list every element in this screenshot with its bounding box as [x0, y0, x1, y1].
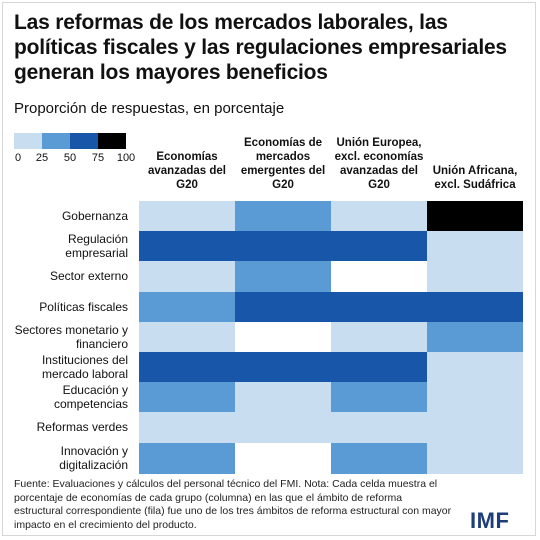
legend-swatch — [14, 133, 42, 149]
row-label: Sector externo — [49, 269, 128, 284]
source-note: Fuente: Evaluaciones y cálculos del pers… — [14, 478, 452, 531]
heatmap-cell — [427, 442, 523, 474]
heatmap-cell — [331, 321, 427, 353]
heatmap-cell — [427, 321, 523, 353]
column-header: Economías avanzadas del G20 — [148, 151, 226, 191]
heatmap-cell — [235, 261, 331, 293]
chart-frame — [2, 2, 536, 536]
column-header: Economías de mercados emergentes del G20 — [240, 137, 326, 191]
heatmap-cell — [139, 412, 235, 444]
color-legend: 0 25 50 75 100 — [14, 133, 144, 167]
row-label: Innovación y digitalización — [59, 443, 128, 472]
heatmap-cell — [139, 442, 235, 474]
heatmap-cell — [235, 442, 331, 474]
heatmap-cell — [235, 231, 331, 263]
heatmap-cell — [331, 231, 427, 263]
heatmap-cell — [139, 201, 235, 232]
heatmap-cell — [235, 382, 331, 414]
row-label: Reformas verdes — [36, 420, 128, 435]
heatmap-cell — [139, 261, 235, 293]
heatmap-cell — [427, 382, 523, 414]
heatmap-cell — [331, 352, 427, 383]
heatmap-cell — [331, 261, 427, 293]
heatmap-cell — [427, 231, 523, 263]
heatmap-cell — [331, 201, 427, 232]
row-label: Gobernanza — [61, 209, 128, 224]
row-label: Políticas fiscales — [39, 299, 128, 314]
heatmap-cell — [139, 291, 235, 323]
heatmap-cell — [331, 382, 427, 414]
heatmap-cell — [427, 261, 523, 293]
legend-ticks: 0 25 50 75 100 — [14, 151, 144, 167]
heatmap-cell — [235, 321, 331, 353]
legend-tick: 75 — [91, 152, 105, 164]
heatmap-cell — [235, 201, 331, 232]
heatmap-cell — [331, 291, 427, 323]
heatmap-cell — [235, 412, 331, 444]
heatmap-cell — [427, 291, 523, 323]
chart-subtitle: Proporción de respuestas, en porcentaje — [14, 100, 285, 117]
legend-tick: 50 — [63, 152, 77, 164]
legend-tick: 100 — [116, 152, 136, 164]
heatmap-cell — [427, 201, 523, 232]
row-label: Instituciones del mercado laboral — [41, 353, 128, 382]
imf-logo: IMF — [470, 508, 510, 533]
heatmap-cell — [427, 352, 523, 383]
legend-tick: 0 — [14, 152, 22, 164]
legend-swatch — [42, 133, 70, 149]
legend-swatch — [98, 133, 126, 149]
column-header: Unión Europea, excl. economías avanzadas… — [334, 137, 424, 191]
heatmap-cell — [331, 442, 427, 474]
legend-tick: 25 — [35, 152, 49, 164]
row-label: Regulación empresarial — [65, 232, 128, 261]
heatmap-cell — [139, 352, 235, 383]
heatmap-cell — [427, 412, 523, 444]
column-header: Unión Africana, excl. Sudáfrica — [432, 165, 518, 191]
heatmap-cell — [331, 412, 427, 444]
heatmap-cell — [235, 291, 331, 323]
legend-swatches — [14, 133, 144, 149]
chart-title: Las reformas de los mercados laborales, … — [14, 11, 507, 84]
heatmap-cell — [235, 352, 331, 383]
heatmap-cell — [139, 231, 235, 263]
row-label: Educación y competencias — [53, 383, 128, 412]
legend-swatch — [70, 133, 98, 149]
heatmap-cell — [139, 382, 235, 414]
heatmap-cell — [139, 321, 235, 353]
row-label: Sectores monetario y financiero — [14, 322, 128, 351]
